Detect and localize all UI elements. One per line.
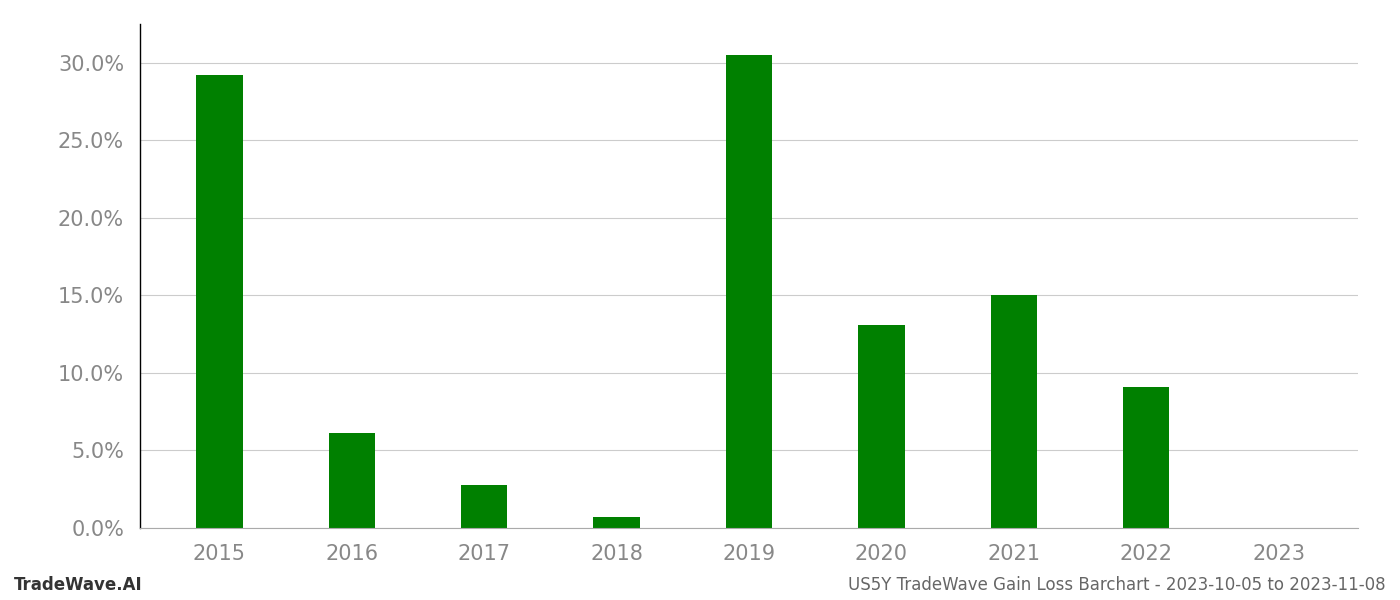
Bar	[594, 517, 640, 528]
Bar	[725, 55, 773, 528]
Bar	[858, 325, 904, 528]
Text: TradeWave.AI: TradeWave.AI	[14, 576, 143, 594]
Bar	[461, 485, 507, 528]
Bar	[329, 433, 375, 528]
Text: US5Y TradeWave Gain Loss Barchart - 2023-10-05 to 2023-11-08: US5Y TradeWave Gain Loss Barchart - 2023…	[848, 576, 1386, 594]
Bar	[1123, 387, 1169, 528]
Bar	[991, 295, 1037, 528]
Bar	[196, 75, 242, 528]
